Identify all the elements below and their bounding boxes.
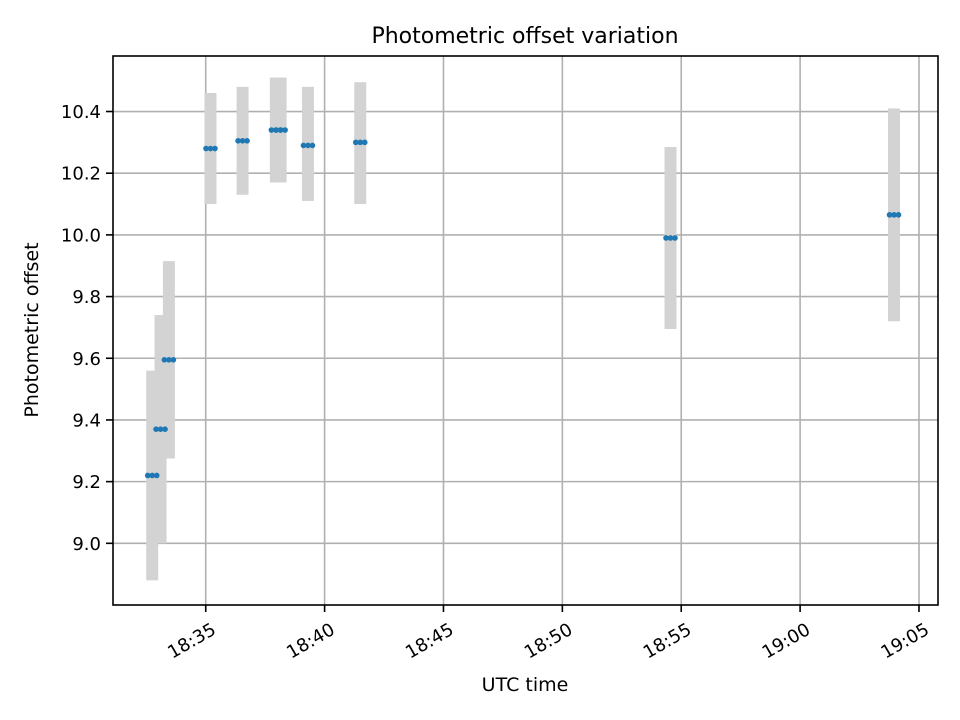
data-point-dot xyxy=(166,357,172,363)
y-tick-label-4: 9.8 xyxy=(72,287,101,308)
data-point-10 xyxy=(886,212,902,218)
data-point-dot xyxy=(153,472,160,479)
y-tick-label-0: 9.0 xyxy=(72,534,101,555)
data-point-8 xyxy=(352,139,368,146)
data-point-6 xyxy=(273,127,288,133)
data-point-dot xyxy=(305,142,311,149)
data-point-2 xyxy=(161,357,177,363)
y-tick-label-5: 10.0 xyxy=(61,225,101,246)
data-point-dot xyxy=(244,138,250,144)
chart-title: Photometric offset variation xyxy=(371,24,678,49)
y-tick-label-2: 9.4 xyxy=(72,410,101,431)
y-axis-label: Photometric offset xyxy=(21,242,43,417)
data-point-dot xyxy=(277,127,284,133)
data-point-dot xyxy=(361,139,368,146)
data-point-7 xyxy=(300,142,316,149)
data-point-dot xyxy=(162,426,168,432)
data-point-0 xyxy=(144,472,160,479)
data-point-dot xyxy=(157,426,164,432)
data-point-4 xyxy=(235,138,250,144)
y-tick-label-6: 10.2 xyxy=(61,164,101,185)
data-point-dot xyxy=(663,235,669,241)
data-point-dot xyxy=(149,472,156,479)
y-tick-label-3: 9.6 xyxy=(72,349,101,370)
data-point-dot xyxy=(268,127,275,133)
data-point-dot xyxy=(144,472,151,479)
y-tick-label-7: 10.4 xyxy=(61,102,101,123)
data-point-dot xyxy=(895,212,902,218)
data-point-dot xyxy=(886,212,893,218)
data-point-dot xyxy=(352,139,359,146)
data-point-dot xyxy=(212,145,218,152)
data-point-dot xyxy=(672,235,678,241)
plot-area: 18:35 18:40 18:45 18:50 18:55 19:00 19:059.09.… xyxy=(61,55,939,663)
data-point-dot xyxy=(170,357,177,363)
data-point-dot xyxy=(282,127,288,133)
data-point-dot xyxy=(203,145,209,152)
data-point-dot xyxy=(153,426,159,432)
data-point-1 xyxy=(153,426,168,432)
x-axis-label: UTC time xyxy=(482,674,569,696)
data-point-dot xyxy=(161,357,168,363)
data-point-dot xyxy=(357,139,364,146)
data-point-dot xyxy=(667,235,674,241)
data-point-dot xyxy=(273,127,279,133)
data-point-dot xyxy=(891,212,897,218)
data-point-dot xyxy=(207,145,214,152)
axes-frame xyxy=(112,55,939,606)
data-point-dot xyxy=(239,138,246,144)
data-point-dot xyxy=(235,138,241,144)
data-point-3 xyxy=(203,145,218,152)
data-point-dot xyxy=(309,142,316,149)
data-point-9 xyxy=(663,235,678,241)
data-point-dot xyxy=(300,142,307,149)
y-tick-label-1: 9.2 xyxy=(72,472,101,493)
